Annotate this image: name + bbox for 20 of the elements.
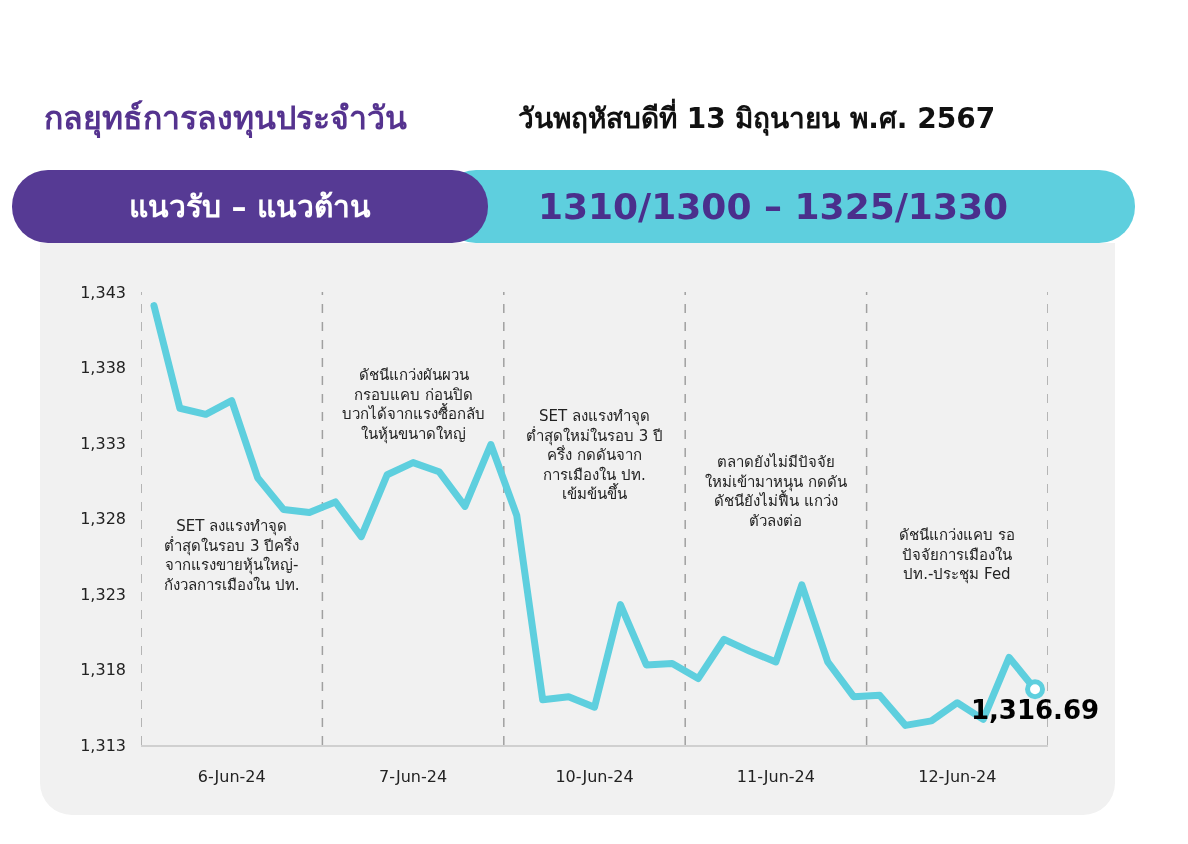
y-tick-label: 1,328 xyxy=(80,509,126,529)
y-tick-label: 1,343 xyxy=(80,282,126,302)
chart-subtitle: วันพฤหัสบดีที่ 13 มิถุนายน พ.ศ. 2567 xyxy=(518,97,996,138)
text: 1310/1300 – 1325/1330 xyxy=(536,185,1010,229)
y-tick-label: 1,338 xyxy=(80,358,126,378)
y-tick-label: 1,323 xyxy=(80,584,126,604)
x-tick-label: 12-Jun-24 xyxy=(918,767,997,787)
x-tick-label: 10-Jun-24 xyxy=(555,767,634,787)
annotation: SET ลงแรงทำจุด ต่ำสุดใหม่ในรอบ 3 ปี ครึ่ง กดดันจาก การเมืองใน ปท. เข้มข้นขึ้น xyxy=(526,407,664,503)
x-tick-label: 6-Jun-24 xyxy=(197,767,266,787)
x-tick-label: 11-Jun-24 xyxy=(736,767,815,787)
y-tick-label: 1,333 xyxy=(80,433,126,453)
annotation: SET ลงแรงทำจุด ต่ำสุดในรอบ 3 ปีครึ่ง จากแรงขายหุ้นใหญ่- กังวลการเมืองใน ปท. xyxy=(164,517,300,594)
y-tick-label: 1,313 xyxy=(80,735,126,755)
x-tick-label: 7-Jun-24 xyxy=(379,767,448,787)
chart-title: กลยุทธ์การลงทุนประจำวัน xyxy=(44,98,407,140)
y-tick-label: 1,318 xyxy=(80,660,126,680)
annotation: ดัชนีแกว่งผันผวน กรอบแคบ ก่อนปิด บวกได้จากแรงซื้อกลับ ในหุ้นขนาดใหญ่ xyxy=(342,366,485,444)
annotation: ตลาดยังไม่มีปัจจัย ใหม่เข้ามาหนุน กดดัน ดัชนียังไม่ฟื้น แกว่ง ตัวลงต่อ xyxy=(705,453,847,530)
annotation: ดัชนีแกว่งแคบ รอ ปัจจัยการเมืองใน ปท.-ประชุม Fed xyxy=(899,526,1015,584)
